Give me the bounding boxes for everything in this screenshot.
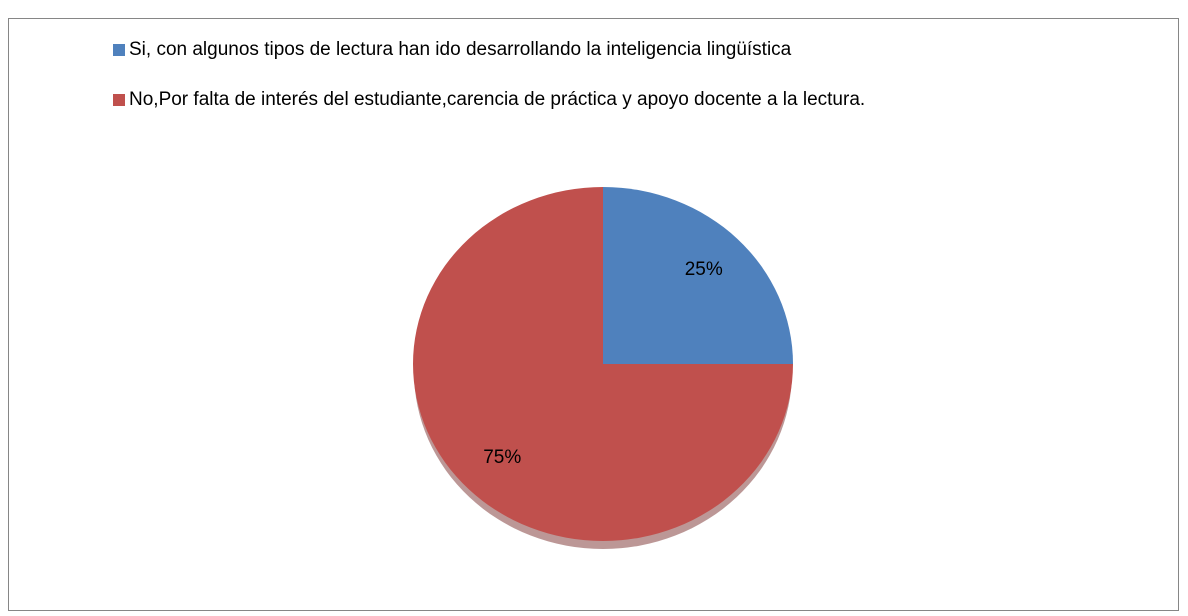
pie-slice (603, 187, 793, 364)
data-label: 75% (483, 447, 521, 468)
legend-swatch (113, 94, 125, 106)
data-label: 25% (685, 259, 723, 280)
pie-slice (413, 187, 793, 541)
legend-label: Si, con algunos tipos de lectura han ido… (129, 39, 792, 60)
legend-label: No,Por falta de interés del estudiante,c… (129, 89, 865, 110)
legend-swatch (113, 44, 125, 56)
